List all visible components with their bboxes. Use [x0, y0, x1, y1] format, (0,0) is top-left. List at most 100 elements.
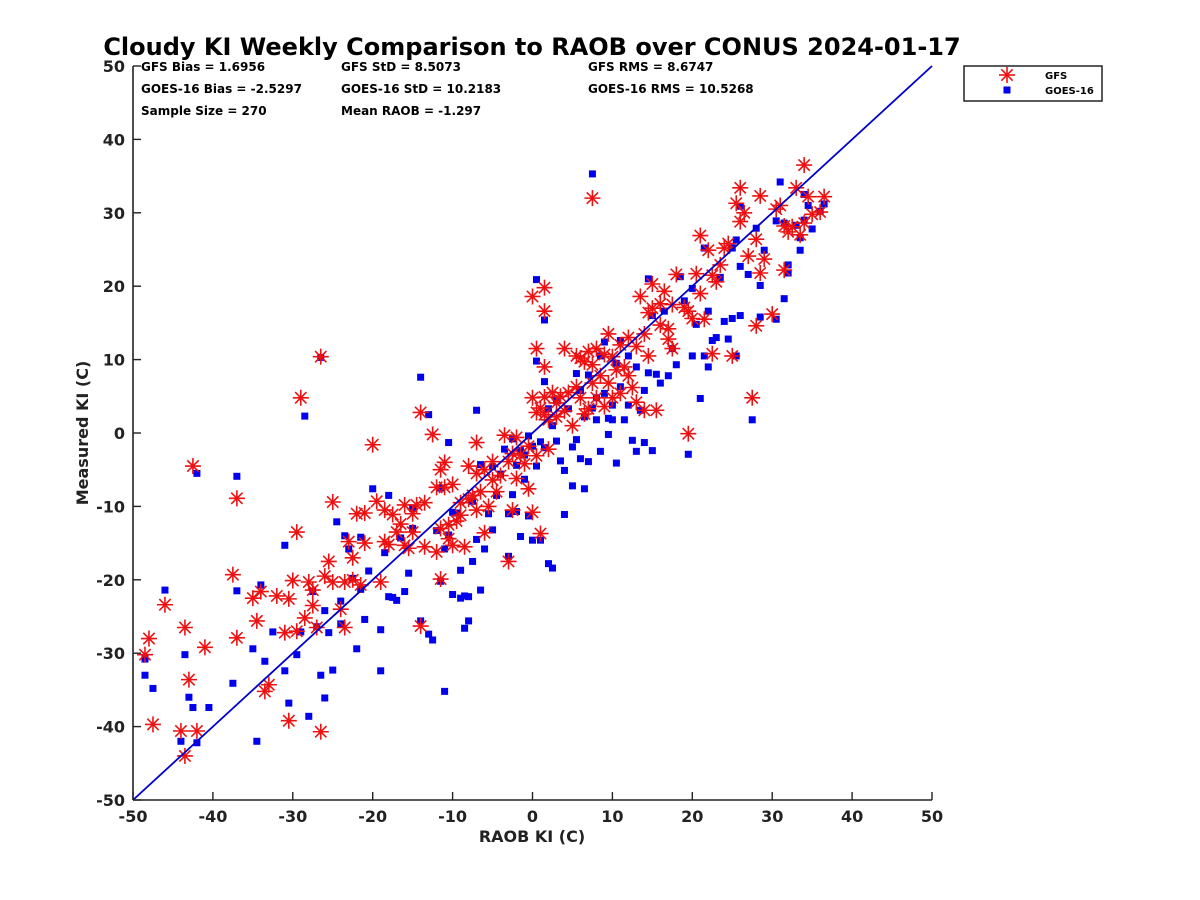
gfs-point: [392, 516, 409, 533]
goes-16-point: [556, 457, 564, 465]
goes-16-point: [632, 447, 640, 455]
one-to-one-line: [132, 65, 933, 801]
goes-16-point: [780, 295, 788, 303]
goes-16-point: [461, 624, 469, 632]
gfs-point: [748, 231, 765, 248]
goes-16-point: [429, 636, 437, 644]
goes-16-point: [477, 461, 485, 469]
goes-16-point: [548, 422, 556, 430]
gfs-point: [252, 583, 269, 600]
goes-16-point: [572, 436, 580, 444]
goes-16-point: [608, 416, 616, 424]
legend: GFS GOES-16: [963, 65, 1103, 102]
goes-16-point: [704, 307, 712, 315]
gfs-point: [444, 537, 461, 554]
goes-16-point: [692, 320, 700, 328]
gfs-point: [244, 590, 261, 607]
goes-16-point: [596, 352, 604, 360]
gfs-point: [320, 553, 337, 570]
gfs-point: [412, 404, 429, 421]
x-tick-label: 30: [761, 807, 783, 826]
goes-16-point: [628, 436, 636, 444]
goes-16-point: [724, 335, 732, 343]
legend-square: [1003, 86, 1011, 94]
gfs-point: [728, 195, 745, 212]
x-tick-label: -40: [198, 807, 227, 826]
gfs-point: [524, 288, 541, 305]
goes-16-point: [532, 276, 540, 284]
gfs-point: [228, 490, 245, 507]
stat-goes-std: GOES-16 StD = 10.2183: [341, 82, 501, 96]
goes-16-point: [285, 699, 293, 707]
gfs-point: [524, 504, 541, 521]
goes-16-point: [584, 371, 592, 379]
goes-16-point: [461, 592, 469, 600]
goes-16-point: [548, 564, 556, 572]
gfs-point: [584, 190, 601, 207]
goes-16-point: [656, 379, 664, 387]
gfs-point: [720, 235, 737, 252]
goes-16-point: [756, 281, 764, 289]
gfs-point: [496, 427, 513, 444]
y-tick-label: 30: [103, 204, 125, 223]
gfs-point: [752, 264, 769, 281]
goes-16-point: [676, 273, 684, 281]
gfs-point: [224, 566, 241, 583]
gfs-point: [268, 587, 285, 604]
legend-marker-goes-16: [1003, 86, 1011, 94]
gfs-point: [384, 506, 401, 523]
goes-16-point: [425, 630, 433, 638]
goes-16-point: [568, 482, 576, 490]
goes-16-point: [792, 221, 800, 229]
gfs-point: [644, 300, 661, 317]
goes-16-point: [441, 545, 449, 553]
goes-16-point: [177, 737, 185, 745]
goes-16-point: [205, 704, 213, 712]
goes-16-point: [453, 509, 461, 517]
gfs-point: [312, 348, 329, 365]
goes-16-point: [353, 645, 361, 653]
goes-16-point: [648, 447, 656, 455]
goes-16-point: [728, 314, 736, 322]
gfs-point: [696, 311, 713, 328]
goes-16-point: [532, 462, 540, 470]
goes-16-point: [401, 588, 409, 596]
gfs-point: [532, 525, 549, 542]
gfs-point: [144, 716, 161, 733]
goes-16-point: [517, 532, 525, 540]
goes-16-point: [772, 217, 780, 225]
goes-16-point: [305, 712, 313, 720]
goes-16-point: [696, 395, 704, 403]
gfs-point: [536, 303, 553, 320]
y-axis-label: Measured KI (C): [73, 361, 92, 506]
gfs-point: [176, 747, 193, 764]
y-tick-label: 50: [103, 57, 125, 76]
gfs-point: [752, 187, 769, 204]
goes-16-point: [552, 437, 560, 445]
gfs-point: [736, 204, 753, 221]
goes-16-point: [441, 687, 449, 695]
gfs-point: [488, 483, 505, 500]
x-tick-label: 50: [921, 807, 943, 826]
goes-16-point: [337, 597, 345, 605]
goes-16-point: [796, 246, 804, 254]
gfs-point: [456, 538, 473, 555]
goes-16-point: [612, 459, 620, 467]
gfs-point: [176, 619, 193, 636]
legend-box: [963, 65, 1103, 102]
gfs-point: [280, 590, 297, 607]
goes-16-point: [700, 244, 708, 252]
goes-16-point: [185, 693, 193, 701]
gfs-point: [708, 273, 725, 290]
x-tick-label: -20: [358, 807, 387, 826]
goes-16-point: [397, 534, 405, 542]
goes-16-point: [433, 527, 441, 535]
gfs-point: [276, 624, 293, 641]
gfs-point: [800, 188, 817, 205]
goes-16-point: [385, 491, 393, 499]
goes-16-point: [229, 679, 237, 687]
goes-16-point: [808, 225, 816, 233]
gfs-point: [376, 502, 393, 519]
goes-16-point: [417, 373, 425, 381]
